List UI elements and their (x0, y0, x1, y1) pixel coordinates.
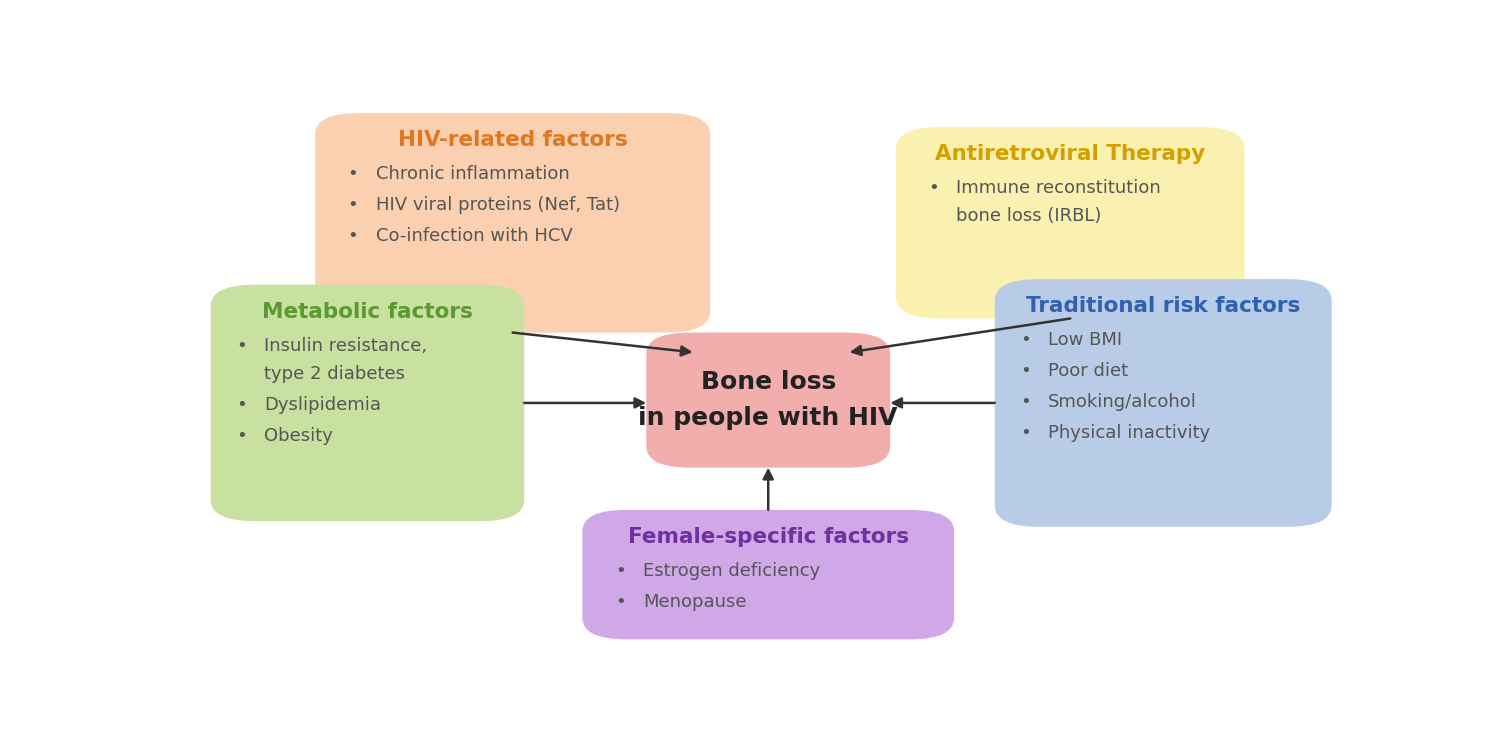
Text: type 2 diabetes: type 2 diabetes (264, 365, 405, 382)
Text: •: • (348, 227, 358, 245)
Text: •: • (1021, 331, 1031, 349)
Text: Immune reconstitution: Immune reconstitution (956, 179, 1162, 197)
Text: •: • (1021, 393, 1031, 411)
Text: •: • (615, 561, 625, 580)
Text: HIV-related factors: HIV-related factors (397, 130, 628, 150)
Text: Female-specific factors: Female-specific factors (628, 527, 908, 547)
Text: Physical inactivity: Physical inactivity (1048, 424, 1211, 442)
Text: bone loss (IRBL): bone loss (IRBL) (956, 207, 1102, 225)
FancyBboxPatch shape (210, 285, 525, 521)
Text: HIV viral proteins (Nef, Tat): HIV viral proteins (Nef, Tat) (376, 196, 619, 213)
Text: •: • (237, 336, 247, 355)
Text: Menopause: Menopause (643, 593, 747, 610)
Text: Smoking/alcohol: Smoking/alcohol (1048, 393, 1198, 411)
Text: •: • (348, 164, 358, 183)
Text: •: • (1021, 424, 1031, 442)
FancyBboxPatch shape (582, 510, 953, 640)
FancyBboxPatch shape (896, 127, 1244, 319)
Text: Poor diet: Poor diet (1048, 362, 1129, 380)
FancyBboxPatch shape (646, 333, 890, 468)
Text: •: • (1021, 362, 1031, 380)
FancyBboxPatch shape (995, 279, 1331, 527)
Text: Insulin resistance,: Insulin resistance, (264, 336, 427, 355)
Text: •: • (928, 179, 940, 197)
Text: Traditional risk factors: Traditional risk factors (1025, 296, 1301, 316)
FancyBboxPatch shape (315, 113, 711, 333)
Text: •: • (348, 196, 358, 213)
Text: Co-infection with HCV: Co-infection with HCV (376, 227, 573, 245)
Text: Low BMI: Low BMI (1048, 331, 1123, 349)
Text: Antiretroviral Therapy: Antiretroviral Therapy (935, 144, 1205, 164)
Text: •: • (237, 427, 247, 444)
Text: •: • (615, 593, 625, 610)
Text: Obesity: Obesity (264, 427, 333, 444)
Text: •: • (237, 395, 247, 414)
Text: Metabolic factors: Metabolic factors (262, 302, 472, 322)
Text: Chronic inflammation: Chronic inflammation (376, 164, 570, 183)
Text: Bone loss
in people with HIV: Bone loss in people with HIV (639, 371, 898, 430)
Text: Estrogen deficiency: Estrogen deficiency (643, 561, 820, 580)
Text: Dyslipidemia: Dyslipidemia (264, 395, 381, 414)
